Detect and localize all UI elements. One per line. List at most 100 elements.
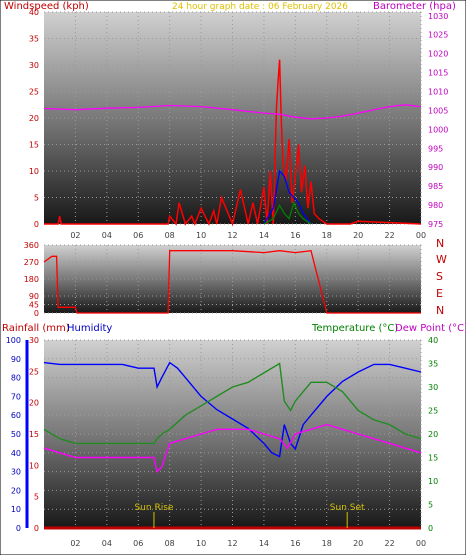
series-wind bbox=[44, 59, 422, 227]
windspeed-label: Windspeed (kph) bbox=[4, 1, 89, 12]
series-baro bbox=[43, 104, 422, 120]
sunset-label: Sun Set bbox=[330, 503, 365, 513]
sun-markers: Sun Rise Sun Set bbox=[134, 503, 365, 528]
wind-series bbox=[43, 59, 422, 227]
y-tick-label: 1000 bbox=[428, 125, 448, 134]
barometer-y-axis: 975 980 985 990 995 1000 1005 1010 1015 1020 1025 1… bbox=[428, 12, 448, 229]
dewpoint-label: Dew Point (°C) bbox=[395, 323, 466, 334]
barometer-label: Barometer (hpa) bbox=[373, 1, 456, 12]
rain-y-axis: 0 5 10 15 20 25 30 bbox=[29, 336, 39, 533]
y-tick-label: 30 bbox=[29, 61, 39, 70]
x-tick-label: 12 bbox=[227, 231, 237, 240]
x-tick-label: 02 bbox=[70, 231, 80, 240]
y-tick-label: 980 bbox=[428, 201, 443, 210]
x-tick-label: 08 bbox=[165, 231, 175, 240]
y-tick-label: 25 bbox=[428, 407, 438, 416]
x-tick-label: 04 bbox=[102, 539, 112, 548]
y-tick-label: 25 bbox=[29, 367, 39, 376]
y-tick-label: 15 bbox=[428, 454, 438, 463]
y-tick-label: 1030 bbox=[428, 12, 448, 21]
compass-n-bottom: N bbox=[436, 304, 444, 317]
y-tick-label: 10 bbox=[428, 477, 438, 486]
y-tick-label: 1015 bbox=[428, 69, 448, 78]
x-tick-label: 18 bbox=[322, 539, 332, 548]
x-tick-label: 08 bbox=[165, 539, 175, 548]
compass-n-top: N bbox=[436, 237, 444, 250]
y-tick-label: 100 bbox=[6, 336, 21, 345]
y-tick-label: 80 bbox=[11, 374, 21, 383]
x-tick-label: 02 bbox=[70, 539, 80, 548]
y-tick-label: 40 bbox=[11, 449, 21, 458]
y-tick-label: 0 bbox=[16, 524, 21, 533]
y-tick-label: 985 bbox=[428, 182, 443, 191]
y-tick-label: 30 bbox=[11, 468, 21, 477]
x-tick-label: 00 bbox=[416, 539, 426, 548]
y-tick-label: 70 bbox=[11, 392, 21, 401]
y-tick-label: 5 bbox=[34, 493, 39, 502]
x-tick-label: 06 bbox=[133, 539, 143, 548]
y-tick-label: 360 bbox=[24, 241, 39, 250]
x-tick-label: 16 bbox=[290, 539, 300, 548]
x-tick-label: 10 bbox=[196, 231, 206, 240]
y-tick-label: 50 bbox=[11, 430, 21, 439]
y-tick-label: 180 bbox=[24, 275, 39, 284]
y-tick-label: 60 bbox=[11, 411, 21, 420]
compass-e: E bbox=[436, 287, 443, 300]
x-tick-label: 22 bbox=[384, 231, 394, 240]
x-tick-label: 16 bbox=[290, 231, 300, 240]
compass-s: S bbox=[436, 270, 443, 283]
series-temp bbox=[43, 362, 422, 445]
direction-series bbox=[43, 249, 421, 314]
y-tick-label: 30 bbox=[428, 383, 438, 392]
y-tick-label: 990 bbox=[428, 163, 443, 172]
series-dew bbox=[43, 423, 422, 473]
y-tick-label: 5 bbox=[34, 194, 39, 203]
y-tick-label: 1020 bbox=[428, 50, 448, 59]
y-tick-label: 20 bbox=[29, 114, 39, 123]
y-tick-label: 30 bbox=[29, 336, 39, 345]
y-tick-label: 25 bbox=[29, 88, 39, 97]
y-tick-label: 40 bbox=[29, 8, 39, 17]
y-tick-label: 15 bbox=[29, 430, 39, 439]
x-tick-label: 18 bbox=[322, 231, 332, 240]
compass-w: W bbox=[436, 253, 447, 266]
x-tick-label: 12 bbox=[227, 539, 237, 548]
series-direction bbox=[43, 249, 421, 314]
series-gust bbox=[263, 169, 312, 225]
y-tick-label: 0 bbox=[34, 220, 39, 229]
temp-x-axis: 02 04 06 08 10 12 14 16 18 20 22 00 bbox=[70, 340, 426, 548]
series-avg bbox=[263, 200, 312, 225]
x-tick-label: 22 bbox=[384, 539, 394, 548]
rainfall-label: Rainfall (mm) bbox=[2, 323, 70, 334]
temperature-y-axis: 0 5 10 15 20 25 30 35 40 bbox=[428, 336, 438, 533]
y-tick-label: 1005 bbox=[428, 106, 448, 115]
y-tick-label: 35 bbox=[29, 35, 39, 44]
y-tick-label: 995 bbox=[428, 144, 443, 153]
y-tick-label: 35 bbox=[428, 360, 438, 369]
graph-title: 24 hour graph date : 06 February 2026 bbox=[172, 2, 348, 12]
x-tick-label: 00 bbox=[416, 231, 426, 240]
x-tick-label: 10 bbox=[196, 539, 206, 548]
x-tick-label: 06 bbox=[133, 231, 143, 240]
y-tick-label: 270 bbox=[24, 258, 39, 267]
y-tick-label: 90 bbox=[29, 292, 39, 301]
y-tick-label: 10 bbox=[29, 461, 39, 470]
series-humid bbox=[43, 361, 422, 458]
y-tick-label: 90 bbox=[11, 355, 21, 364]
humidity-label: Humidity bbox=[67, 323, 112, 334]
y-tick-label: 20 bbox=[428, 430, 438, 439]
temp-series bbox=[43, 361, 422, 530]
y-tick-label: 45 bbox=[29, 301, 39, 310]
compass-labels: N W S E N bbox=[436, 237, 447, 317]
y-tick-label: 20 bbox=[11, 486, 21, 495]
x-tick-label: 20 bbox=[353, 231, 363, 240]
y-tick-label: 0 bbox=[428, 524, 433, 533]
y-tick-label: 5 bbox=[428, 501, 433, 510]
y-tick-label: 0 bbox=[34, 309, 39, 318]
y-tick-label: 975 bbox=[428, 220, 443, 229]
y-tick-label: 0 bbox=[34, 524, 39, 533]
y-tick-label: 10 bbox=[29, 167, 39, 176]
x-tick-label: 14 bbox=[259, 539, 269, 548]
y-tick-label: 15 bbox=[29, 141, 39, 150]
